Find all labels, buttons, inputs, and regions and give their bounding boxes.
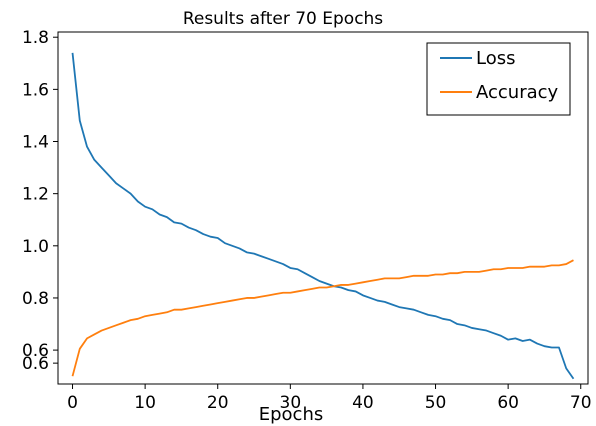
y-tick-label: 1.6 [22, 80, 49, 100]
x-axis: 0 10 20 30 40 50 60 70 [67, 384, 592, 413]
x-tick-label: 0 [67, 393, 78, 413]
chart-title: Results after 70 Epochs [183, 9, 383, 29]
x-tick-label: 10 [134, 393, 156, 413]
legend-label-accuracy: Accuracy [476, 82, 559, 103]
x-tick-label: 60 [497, 393, 519, 413]
y-axis: 0.60.6 0.8 1.0 1.2 1.4 1.6 1.8 [22, 28, 58, 374]
legend-box [426, 42, 571, 116]
y-tick-label: 0.6 [22, 354, 49, 374]
legend-label-loss: Loss [476, 48, 515, 69]
y-tick-label: 0.6 [22, 341, 49, 361]
series-line-accuracy [71, 259, 574, 377]
x-tick-label: 40 [352, 393, 374, 413]
x-axis-label: Epochs [259, 404, 324, 425]
series-group [71, 52, 575, 380]
y-tick-label: 1.2 [22, 185, 49, 205]
series-line-loss [71, 52, 575, 380]
y-tick-label: 1.8 [22, 28, 49, 48]
x-tick-label: 70 [570, 393, 592, 413]
y-tick-label: 1.0 [22, 237, 49, 257]
legend: Loss Accuracy [426, 42, 571, 116]
x-tick-label: 50 [425, 393, 447, 413]
y-tick-label: 1.4 [22, 133, 49, 153]
x-tick-label: 20 [207, 393, 229, 413]
y-tick-label: 0.8 [22, 289, 49, 309]
plot-frame [57, 31, 589, 385]
x-tick-label: 30 [280, 393, 302, 413]
